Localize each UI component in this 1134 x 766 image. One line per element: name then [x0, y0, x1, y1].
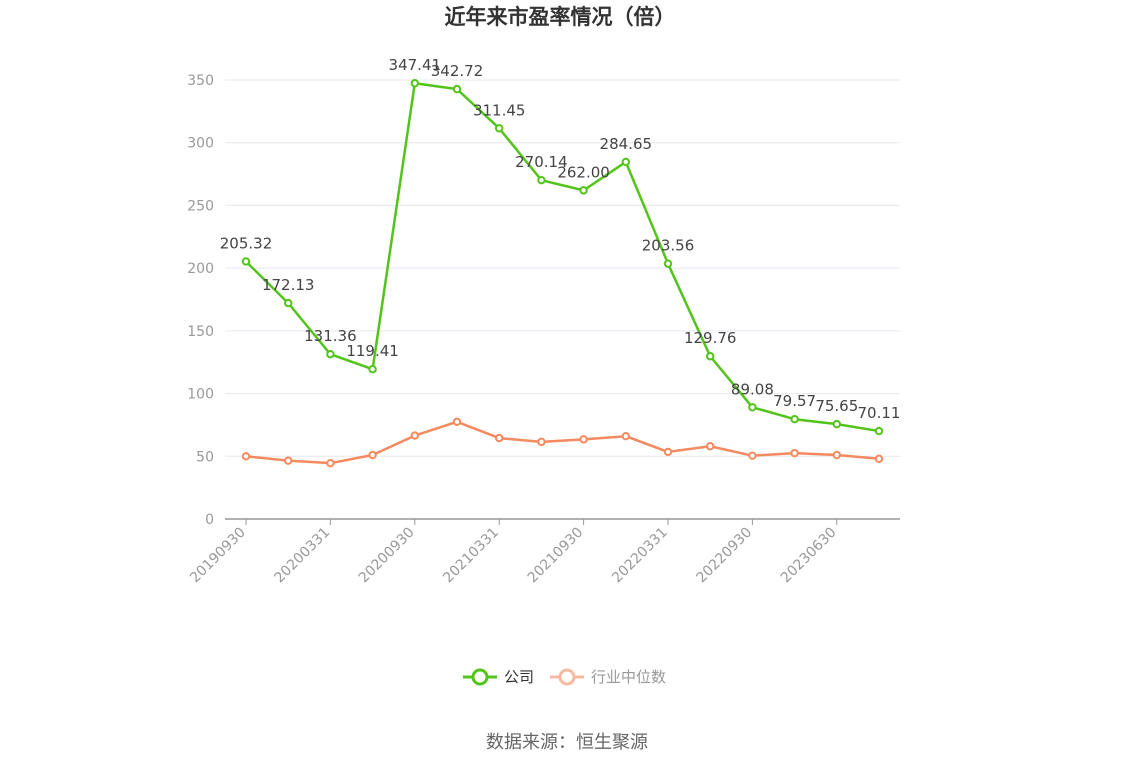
data-point[interactable]	[326, 350, 335, 359]
y-tick-label: 150	[187, 324, 214, 340]
x-tick-label: 20210930	[525, 525, 587, 587]
data-point[interactable]	[452, 417, 462, 426]
data-point[interactable]	[874, 426, 884, 436]
data-point[interactable]	[495, 433, 504, 443]
data-point[interactable]	[832, 419, 841, 429]
data-point[interactable]	[537, 175, 546, 185]
data-label: 270.14	[515, 153, 568, 171]
grid-lines	[225, 79, 900, 457]
series-line	[245, 81, 880, 433]
data-label: 75.65	[815, 397, 858, 415]
data-point[interactable]	[410, 431, 419, 440]
legend[interactable]: 公司 行业中位数	[463, 668, 666, 686]
x-tick-label: 20220930	[694, 525, 756, 587]
data-label: 89.08	[731, 380, 774, 398]
legend-item-industry-median[interactable]: 行业中位数	[550, 668, 666, 686]
data-point[interactable]	[790, 414, 799, 424]
y-tick-label: 250	[187, 198, 214, 214]
x-tick-label: 20190930	[187, 525, 249, 587]
data-label: 129.76	[684, 329, 737, 347]
data-point[interactable]	[621, 157, 630, 167]
data-point[interactable]	[495, 124, 504, 133]
data-point[interactable]	[874, 454, 884, 463]
x-tick-label: 20200331	[272, 525, 334, 587]
legend-marker-industry-median	[558, 668, 576, 686]
data-point[interactable]	[241, 452, 251, 461]
data-point[interactable]	[452, 84, 462, 94]
data-label: 284.65	[600, 135, 653, 153]
legend-marker-company	[471, 668, 489, 686]
data-point[interactable]	[748, 403, 757, 412]
data-label: 131.36	[304, 327, 357, 345]
y-tick-label: 0	[205, 512, 214, 528]
data-point[interactable]	[326, 458, 335, 468]
series-line	[245, 420, 880, 465]
data-point[interactable]	[537, 437, 546, 447]
x-tick-label: 20230630	[778, 525, 840, 587]
data-label: 79.57	[773, 392, 816, 410]
data-point[interactable]	[832, 450, 841, 460]
y-tick-label: 300	[187, 136, 214, 152]
data-point[interactable]	[663, 259, 673, 268]
data-point[interactable]	[663, 447, 673, 457]
data-point[interactable]	[579, 435, 588, 444]
data-label: 119.41	[346, 342, 399, 360]
data-label: 262.00	[557, 163, 610, 181]
series-industry-median	[241, 417, 884, 468]
y-tick-label: 200	[187, 261, 214, 277]
data-point[interactable]	[748, 451, 757, 460]
data-point[interactable]	[621, 432, 630, 441]
data-label: 347.41	[389, 56, 442, 74]
data-label: 311.45	[473, 101, 526, 119]
legend-label-company: 公司	[504, 668, 534, 686]
data-point[interactable]	[284, 298, 293, 308]
x-tick-label: 20210331	[440, 525, 502, 587]
data-point[interactable]	[368, 365, 377, 374]
data-label: 172.13	[262, 276, 315, 294]
x-tick-label: 20200930	[356, 525, 418, 587]
data-point[interactable]	[410, 79, 419, 88]
y-axis: 0 50 100 150 200 250 300 350	[187, 73, 214, 528]
data-point[interactable]	[790, 448, 799, 458]
y-tick-label: 350	[187, 73, 214, 89]
data-point[interactable]	[368, 450, 377, 460]
data-label: 70.11	[858, 404, 901, 422]
data-point[interactable]	[284, 456, 293, 465]
data-point[interactable]	[579, 186, 588, 195]
data-label: 203.56	[642, 237, 695, 255]
data-point[interactable]	[706, 352, 715, 361]
chart-title: 近年来市盈率情况（倍）	[445, 5, 676, 29]
data-label: 205.32	[220, 234, 273, 252]
x-axis: 20190930 20200331 20200930 20210331 20210930…	[187, 518, 900, 587]
legend-label-industry-median: 行业中位数	[591, 668, 666, 686]
source-note: 数据来源：恒生聚源	[486, 732, 648, 753]
data-point[interactable]	[706, 442, 715, 451]
x-tick-label: 20220331	[609, 525, 671, 587]
legend-item-company[interactable]: 公司	[463, 668, 534, 686]
data-point[interactable]	[241, 257, 251, 266]
data-label: 342.72	[431, 62, 484, 80]
y-tick-label: 100	[187, 387, 214, 403]
y-tick-label: 50	[196, 449, 214, 465]
